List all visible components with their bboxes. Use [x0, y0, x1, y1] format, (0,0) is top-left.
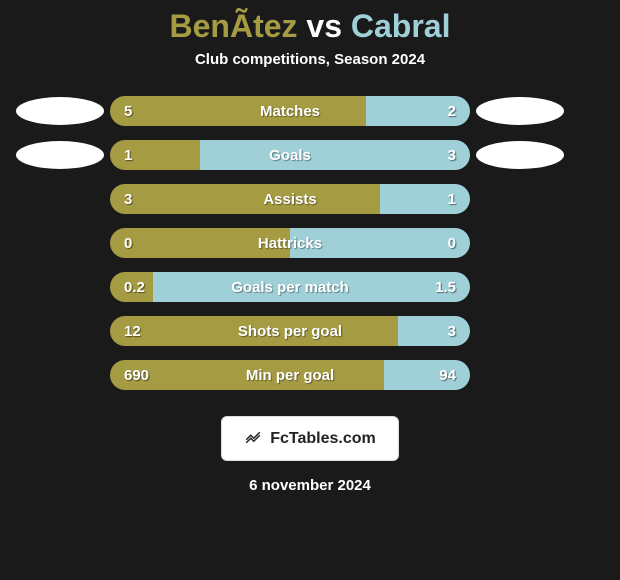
page-title: BenÃ­tez vs Cabral [170, 8, 451, 45]
stat-right-value: 2 [448, 103, 456, 120]
stat-right-value: 3 [448, 323, 456, 340]
stat-right-value: 0 [448, 235, 456, 252]
stat-bar-matches: 52Matches [110, 96, 470, 126]
stat-row-min_per_goal: 69094Min per goal [10, 360, 610, 390]
stat-left-value: 12 [124, 323, 141, 340]
player1-ellipse-icon [10, 97, 110, 125]
stat-bar-right: 3 [398, 316, 470, 346]
stat-bar-left: 690 [110, 360, 384, 390]
stat-right-value: 3 [448, 147, 456, 164]
source-badge[interactable]: FcTables.com [221, 416, 399, 461]
stat-left-value: 0 [124, 235, 132, 252]
source-badge-text: FcTables.com [270, 430, 376, 448]
stat-bar-right: 0 [290, 228, 470, 258]
stat-bar-right: 2 [366, 96, 470, 126]
stat-bar-shots_per_goal: 123Shots per goal [110, 316, 470, 346]
title-vs: vs [306, 8, 350, 44]
stat-bar-right: 1 [380, 184, 470, 214]
stat-bar-right: 3 [200, 140, 470, 170]
footer-date: 6 november 2024 [249, 477, 371, 494]
stat-bar-min_per_goal: 69094Min per goal [110, 360, 470, 390]
player2-ellipse-icon [470, 97, 570, 125]
stat-right-value: 1 [448, 191, 456, 208]
stat-bar-left: 5 [110, 96, 366, 126]
stat-bar-left: 12 [110, 316, 398, 346]
stat-row-matches: 52Matches [10, 96, 610, 126]
stat-bar-right: 94 [384, 360, 470, 390]
chart-icon [244, 427, 262, 450]
stat-row-goals: 13Goals [10, 140, 610, 170]
stat-left-value: 690 [124, 367, 149, 384]
stat-left-value: 3 [124, 191, 132, 208]
player1-ellipse-icon [10, 141, 110, 169]
stat-bar-left: 3 [110, 184, 380, 214]
stat-bar-goals_per_match: 0.21.5Goals per match [110, 272, 470, 302]
stat-bar-assists: 31Assists [110, 184, 470, 214]
subtitle: Club competitions, Season 2024 [195, 51, 425, 68]
stats-container: 52Matches13Goals31Assists00Hattricks0.21… [10, 96, 610, 404]
stat-left-value: 1 [124, 147, 132, 164]
stat-right-value: 94 [439, 367, 456, 384]
stat-bar-hattricks: 00Hattricks [110, 228, 470, 258]
stat-bar-goals: 13Goals [110, 140, 470, 170]
stat-bar-left: 1 [110, 140, 200, 170]
stat-row-goals_per_match: 0.21.5Goals per match [10, 272, 610, 302]
stat-left-value: 5 [124, 103, 132, 120]
stat-right-value: 1.5 [435, 279, 456, 296]
stat-bar-right: 1.5 [153, 272, 470, 302]
stat-bar-left: 0 [110, 228, 290, 258]
title-player1: BenÃ­tez [170, 8, 298, 44]
stat-row-hattricks: 00Hattricks [10, 228, 610, 258]
stat-bar-left: 0.2 [110, 272, 153, 302]
stat-row-shots_per_goal: 123Shots per goal [10, 316, 610, 346]
title-player2: Cabral [351, 8, 451, 44]
stat-left-value: 0.2 [124, 279, 145, 296]
stat-row-assists: 31Assists [10, 184, 610, 214]
player2-ellipse-icon [470, 141, 570, 169]
